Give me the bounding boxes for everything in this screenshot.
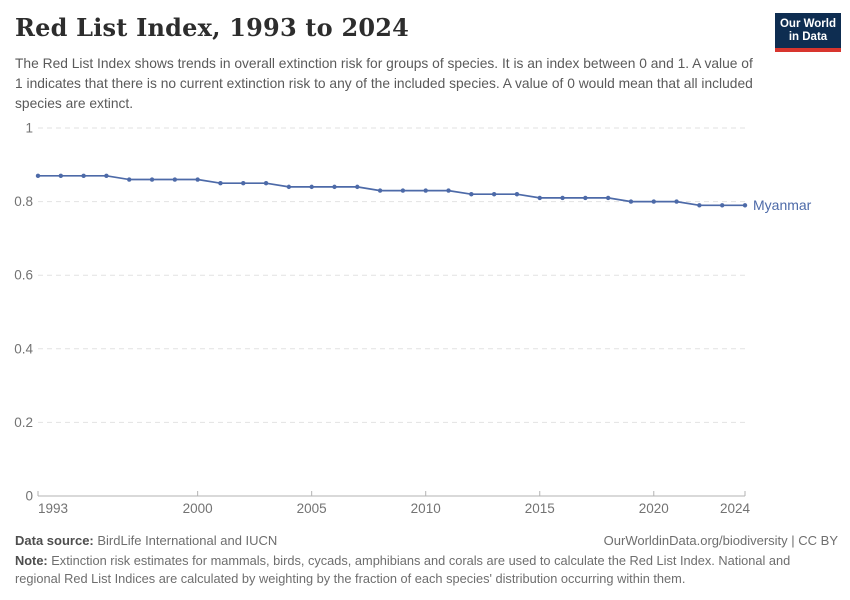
owid-logo[interactable]: Our World in Data	[775, 13, 841, 52]
series-end-label[interactable]: Myanmar	[753, 197, 812, 213]
data-point[interactable]	[697, 203, 702, 208]
data-point[interactable]	[104, 173, 109, 179]
data-point[interactable]	[742, 203, 748, 208]
page-title: Red List Index, 1993 to 2024	[15, 13, 410, 42]
data-point[interactable]	[35, 173, 41, 179]
y-tick-label: 1	[25, 121, 33, 136]
y-tick-label: 0.2	[14, 415, 33, 430]
y-tick-label: 0.8	[14, 194, 33, 209]
data-point[interactable]	[719, 203, 725, 208]
data-point[interactable]	[355, 184, 360, 190]
x-tick-label: 2020	[639, 501, 669, 516]
y-tick-label: 0.4	[14, 341, 33, 356]
data-point[interactable]	[263, 181, 269, 186]
data-point[interactable]	[400, 188, 406, 193]
x-tick-label: 1993	[38, 501, 68, 516]
x-tick-label: 2005	[297, 501, 327, 516]
footer-note-text: Extinction risk estimates for mammals, b…	[15, 553, 791, 586]
data-point[interactable]	[651, 199, 656, 204]
x-tick-label: 2000	[183, 501, 213, 516]
y-tick-label: 0	[25, 489, 33, 504]
data-point[interactable]	[332, 184, 337, 190]
data-point[interactable]	[195, 177, 200, 182]
data-point[interactable]	[149, 177, 155, 182]
data-point[interactable]	[81, 173, 86, 179]
footer-note: Note: Extinction risk estimates for mamm…	[15, 552, 839, 588]
y-tick-label: 0.6	[14, 268, 33, 283]
data-point[interactable]	[628, 199, 634, 204]
data-point[interactable]	[514, 192, 520, 197]
data-source-label: Data source:	[15, 533, 94, 548]
data-source-value: BirdLife International and IUCN	[97, 533, 278, 548]
x-tick-label: 2024	[720, 501, 751, 516]
footer-note-label: Note:	[15, 553, 48, 568]
data-point[interactable]	[286, 184, 292, 190]
data-point[interactable]	[127, 177, 132, 182]
data-point[interactable]	[446, 188, 451, 193]
x-tick-label: 2010	[411, 501, 441, 516]
data-point[interactable]	[423, 188, 428, 193]
data-point[interactable]	[560, 195, 565, 201]
data-point[interactable]	[605, 195, 611, 201]
owid-logo-line2: in Data	[788, 31, 828, 43]
footer-link[interactable]: OurWorldinData.org/biodiversity | CC BY	[603, 533, 838, 548]
chart-svg: 0 0.2 0.4 0.6 0.8 1 1993 2000 2005 2010 2015 2020 20…	[14, 121, 812, 517]
data-point[interactable]	[491, 192, 497, 197]
x-tick-label: 2015	[525, 501, 555, 516]
owid-logo-line1: Our World	[779, 18, 836, 30]
data-point[interactable]	[469, 192, 474, 197]
data-point[interactable]	[218, 181, 223, 186]
data-point[interactable]	[58, 173, 64, 179]
data-point[interactable]	[377, 188, 383, 193]
data-point[interactable]	[674, 199, 679, 204]
data-point[interactable]	[309, 184, 314, 190]
data-point[interactable]	[241, 181, 246, 186]
data-source: Data source: BirdLife International and …	[15, 533, 277, 548]
data-point[interactable]	[583, 195, 588, 201]
data-point[interactable]	[537, 195, 542, 201]
chart-subtitle: The Red List Index shows trends in overa…	[15, 56, 753, 111]
footer-source-row: Data source: BirdLife International and …	[15, 533, 838, 548]
series-line	[38, 174, 745, 207]
data-point[interactable]	[172, 177, 178, 182]
